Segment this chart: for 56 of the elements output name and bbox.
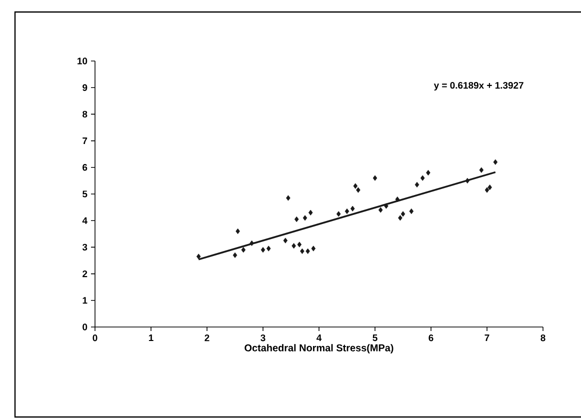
point	[384, 203, 388, 209]
x-tick-label: 8	[540, 334, 546, 342]
point	[232, 252, 238, 258]
point	[266, 246, 271, 252]
y-tick-label: 0	[82, 324, 88, 330]
point	[398, 215, 402, 221]
y-tick-label: 7	[82, 138, 88, 144]
point	[241, 247, 246, 253]
point	[465, 178, 470, 184]
y-tick-label: 8	[82, 110, 88, 118]
x-tick-label: 2	[204, 334, 210, 342]
x-axis-title: Octahedral Normal Stress(MPa)	[244, 344, 394, 354]
x-tick-label: 4	[316, 334, 322, 342]
point	[300, 248, 304, 254]
point	[395, 196, 400, 202]
point	[414, 182, 420, 188]
point	[493, 159, 498, 165]
point	[311, 246, 316, 252]
annotation: y = 0.6189x + 1.3927	[434, 82, 524, 91]
point	[353, 183, 358, 189]
y-tick-label: 3	[82, 244, 88, 251]
point	[283, 238, 288, 244]
point	[420, 175, 425, 181]
point	[378, 207, 383, 213]
x-tick-label: 1	[148, 334, 154, 342]
point	[336, 211, 341, 217]
x-tick-label: 6	[428, 334, 434, 342]
point	[400, 211, 406, 217]
point	[308, 210, 313, 216]
y-tick-label: 10	[78, 58, 88, 64]
point	[286, 195, 290, 201]
point	[306, 248, 310, 254]
point	[488, 184, 492, 190]
point	[484, 187, 490, 193]
y-tick-label: 2	[82, 270, 88, 278]
point	[297, 242, 302, 248]
point	[294, 216, 299, 222]
x-tick-label: 7	[484, 334, 490, 342]
point	[260, 247, 266, 253]
point	[344, 208, 350, 214]
point	[196, 254, 201, 260]
point	[302, 215, 308, 221]
point	[356, 187, 360, 193]
y-tick-label: 5	[82, 190, 88, 198]
point	[372, 175, 378, 181]
point	[292, 243, 296, 249]
point	[479, 167, 484, 173]
point	[350, 206, 355, 212]
x-tick-label: 0	[92, 334, 98, 342]
y-tick-label: 1	[82, 297, 88, 304]
y-tick-label: 4	[82, 217, 88, 224]
x-tick-label: 5	[372, 334, 378, 342]
point	[409, 208, 414, 214]
y-tick-label: 9	[82, 84, 88, 91]
y-tick-label: 6	[82, 164, 88, 171]
x-tick-label: 3	[260, 334, 266, 342]
